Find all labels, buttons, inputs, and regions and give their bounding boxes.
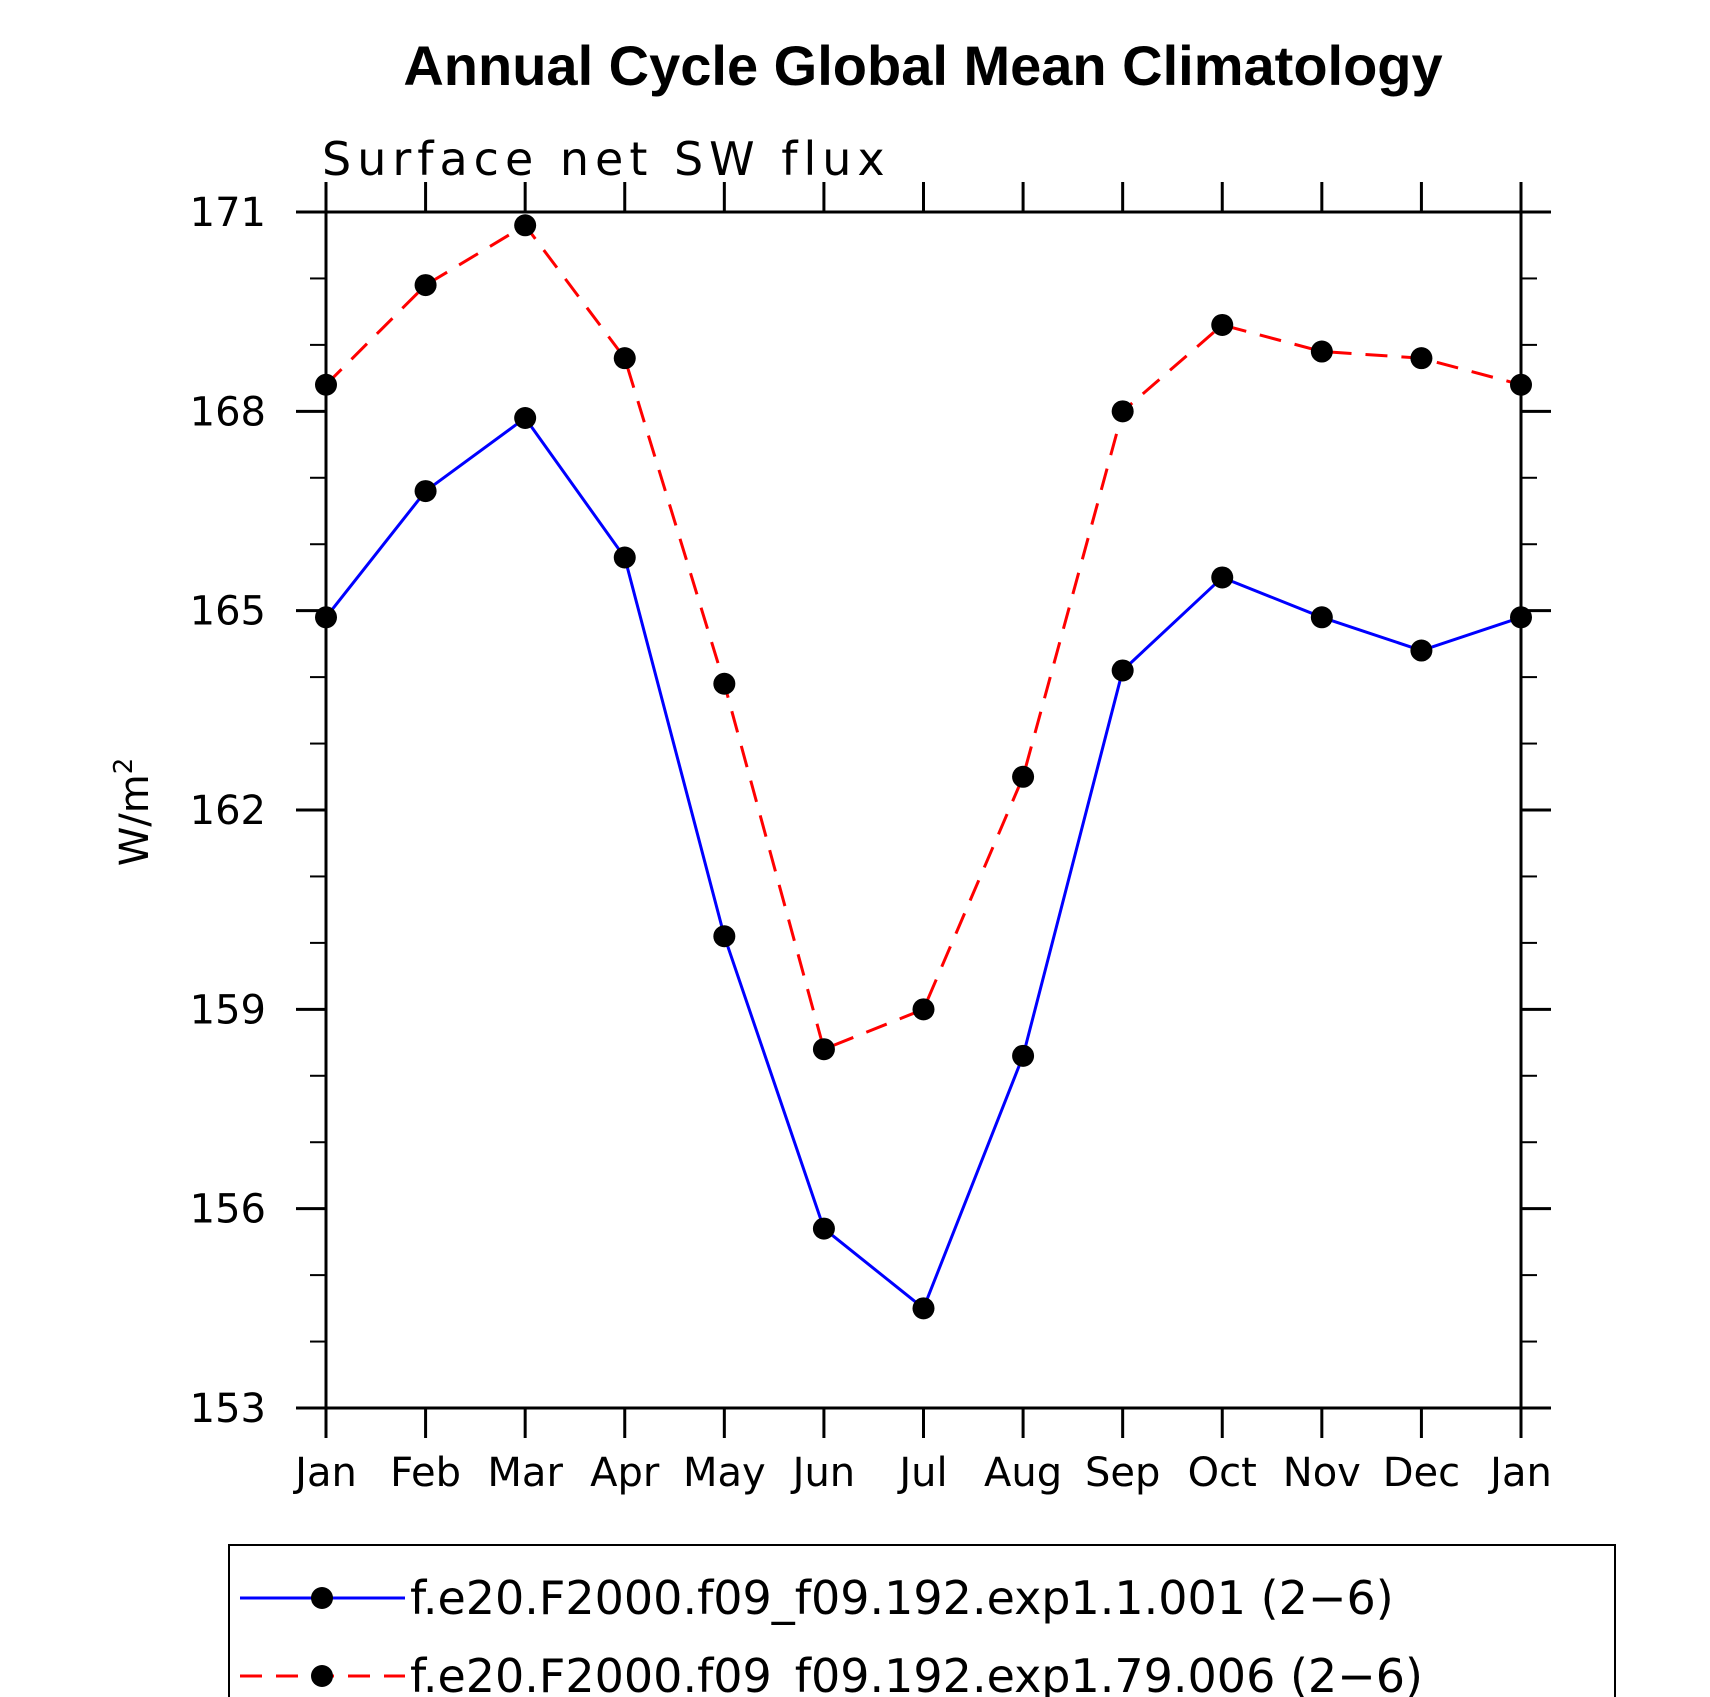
y-tick-label: 162 [190,788,266,834]
y-axis-label: W/m2 [109,758,158,867]
x-tick-label: May [683,1450,766,1496]
series-2-point [812,1038,835,1061]
series-2-point [713,672,736,695]
series-2-point [1111,400,1134,423]
series-lines [324,223,1522,1311]
x-tick-label: Aug [984,1450,1062,1496]
legend: f.e20.F2000.f09_f09.192.exp1.1.001 (2−6)… [240,1571,1423,1697]
chart-title: Annual Cycle Global Mean Climatology [403,34,1442,97]
series-1-point [1510,606,1532,629]
series-2-point [414,274,437,297]
y-tick-label: 156 [190,1187,266,1233]
x-tick-label: Jun [790,1450,856,1496]
legend-marker-2 [311,1665,333,1687]
legend-marker-1 [311,1587,333,1609]
y-tick-label: 153 [190,1386,266,1432]
series-2-point [613,347,636,370]
series-2-point [1012,765,1035,788]
x-tick-label: Mar [487,1450,563,1496]
series-1-point [414,480,437,503]
y-tick-label: 159 [190,987,266,1033]
x-tick-label: Oct [1188,1450,1257,1496]
y-tick-label: 171 [190,190,266,236]
series-1-point [1310,606,1333,629]
series-line-1 [324,415,1522,1311]
x-tick-label: Sep [1085,1450,1160,1496]
series-1-point [613,546,636,569]
x-tick-label: Nov [1283,1450,1361,1496]
series-2-point [1310,340,1333,363]
tick-labels: Jan Feb Mar Apr May Jun Jul Aug Sep Oct Nov Dec Jan 1… [190,190,1552,1496]
chart-subtitle: Surface net SW flux [322,132,891,186]
series-2-point [1410,347,1433,370]
series-2-point [514,214,537,237]
series-line-2 [324,223,1522,1052]
series-1-point [1211,566,1234,589]
legend-box [228,1544,1616,1697]
series-markers [315,214,1532,1320]
legend-label-1: f.e20.F2000.f09_f09.192.exp1.1.001 (2−6) [410,1571,1394,1625]
series-1-point [514,406,537,429]
x-tick-label: Apr [590,1450,660,1496]
series-2-point [1510,373,1532,396]
series-1-point [1111,659,1134,682]
y-tick-label: 168 [190,389,266,435]
series-1-point [812,1217,835,1240]
x-tick-label: Jan [1487,1450,1552,1496]
series-1-point [912,1297,935,1320]
x-tick-label: Jan [292,1450,357,1496]
series-1-point [713,925,736,948]
plot-frame [324,210,1523,1410]
series-2-point [912,998,935,1021]
series-1-point [1410,639,1433,662]
series-2-point [1211,313,1234,336]
x-tick-label: Feb [390,1450,461,1496]
series-1-point [315,606,337,629]
x-tick-label: Dec [1383,1450,1460,1496]
x-tick-label: Jul [896,1450,947,1496]
y-tick-label: 165 [190,589,266,635]
y-axis-label-superscript: 2 [109,758,139,775]
axis-ticks [296,182,1551,1438]
y-axis-label-unit: W/m [112,774,158,866]
legend-label-2: f.e20.F2000.f09_f09.192.exp1.79.006 (2−6… [410,1649,1423,1697]
series-1-point [1012,1044,1035,1067]
series-2-point [315,373,337,396]
